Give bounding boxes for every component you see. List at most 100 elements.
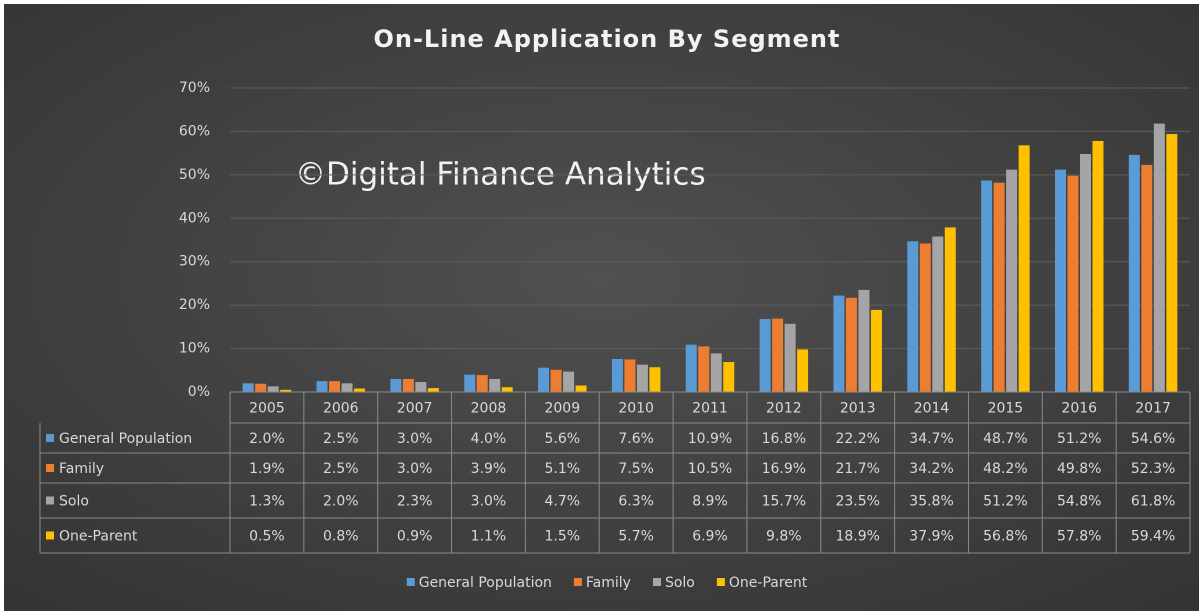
bar xyxy=(402,378,414,392)
bar xyxy=(611,358,623,392)
bar xyxy=(1153,123,1165,393)
bar xyxy=(710,353,722,392)
table-cell: 48.7% xyxy=(983,431,1027,447)
table-cell: 49.8% xyxy=(1057,461,1101,477)
legend-key xyxy=(652,578,661,586)
x-tick-label: 2006 xyxy=(323,401,359,417)
bar xyxy=(415,382,427,392)
bar xyxy=(636,364,648,392)
bar xyxy=(858,289,870,392)
table-cell: 16.9% xyxy=(762,461,806,477)
bar xyxy=(723,362,735,392)
bar xyxy=(981,180,993,392)
bar xyxy=(759,319,771,392)
x-tick-label: 2013 xyxy=(840,401,876,417)
table-cell: 15.7% xyxy=(762,494,806,510)
y-tick-label: 0% xyxy=(188,384,210,400)
table-cell: 48.2% xyxy=(983,461,1027,477)
x-tick-label: 2005 xyxy=(249,401,285,417)
bar xyxy=(464,374,476,392)
table-cell: 61.8% xyxy=(1131,494,1175,510)
bar xyxy=(341,383,353,392)
table-cell: 2.3% xyxy=(397,494,433,510)
bar xyxy=(280,389,292,392)
bar xyxy=(1141,164,1153,392)
table-cell: 0.8% xyxy=(323,529,359,545)
table-cell: 56.8% xyxy=(983,529,1027,545)
table-cell: 37.9% xyxy=(909,529,953,545)
table-cell: 3.0% xyxy=(397,461,433,477)
bar xyxy=(354,388,366,392)
y-tick-label: 60% xyxy=(179,123,210,139)
bar xyxy=(390,378,402,392)
x-tick-label: 2008 xyxy=(471,401,507,417)
table-cell: 34.2% xyxy=(909,461,953,477)
table-cell: 1.5% xyxy=(545,529,581,545)
bar xyxy=(1092,140,1104,392)
x-tick-label: 2012 xyxy=(766,401,802,417)
table-cell: 59.4% xyxy=(1131,529,1175,545)
bar xyxy=(624,359,636,392)
x-tick-label: 2015 xyxy=(988,401,1024,417)
table-cell: 35.8% xyxy=(909,494,953,510)
bar xyxy=(944,227,956,392)
bar xyxy=(329,381,341,392)
bar xyxy=(1166,134,1178,392)
table-cell: 4.7% xyxy=(545,494,581,510)
bar xyxy=(550,369,562,392)
table-cell: 1.3% xyxy=(249,494,285,510)
bar xyxy=(1018,145,1030,392)
bar xyxy=(501,387,513,392)
table-cell: 7.5% xyxy=(618,461,654,477)
chart-title: On-Line Application By Segment xyxy=(373,25,840,53)
table-cell: 23.5% xyxy=(835,494,879,510)
table-cell: 54.8% xyxy=(1057,494,1101,510)
bar xyxy=(685,344,697,392)
bar xyxy=(870,309,882,392)
table-cell: 6.3% xyxy=(618,494,654,510)
bar xyxy=(772,318,784,392)
legend-label: General Population xyxy=(419,575,552,591)
x-tick-label: 2017 xyxy=(1135,401,1171,417)
table-cell: 10.9% xyxy=(688,431,732,447)
table-cell: 6.9% xyxy=(692,529,728,545)
table-cell: 5.7% xyxy=(618,529,654,545)
bar xyxy=(907,241,919,392)
bar xyxy=(1054,169,1066,392)
table-cell: 5.6% xyxy=(545,431,581,447)
y-tick-label: 40% xyxy=(179,210,210,226)
bar xyxy=(242,383,254,392)
table-cell: 1.9% xyxy=(249,461,285,477)
table-cell: 5.1% xyxy=(545,461,581,477)
bar xyxy=(833,295,845,392)
table-cell: 21.7% xyxy=(835,461,879,477)
y-tick-label: 70% xyxy=(179,80,210,96)
bar xyxy=(427,388,439,392)
bar xyxy=(797,349,809,392)
bar xyxy=(489,378,501,392)
table-cell: 2.5% xyxy=(323,431,359,447)
table-cell: 18.9% xyxy=(835,529,879,545)
table-cell: 7.6% xyxy=(618,431,654,447)
table-cell: 3.0% xyxy=(397,431,433,447)
x-tick-label: 2010 xyxy=(618,401,654,417)
bar xyxy=(476,375,488,392)
table-legend-key xyxy=(46,434,54,442)
table-row-label: Solo xyxy=(59,494,89,510)
table-cell: 2.0% xyxy=(323,494,359,510)
table-cell: 2.0% xyxy=(249,431,285,447)
table-legend-key xyxy=(46,531,54,540)
legend-key xyxy=(406,578,415,586)
y-tick-label: 30% xyxy=(179,254,210,270)
table-cell: 3.0% xyxy=(471,494,507,510)
bar xyxy=(1079,154,1091,392)
table-cell: 51.2% xyxy=(1057,431,1101,447)
legend-label: Solo xyxy=(665,575,695,591)
bar xyxy=(993,182,1005,392)
x-tick-label: 2016 xyxy=(1061,401,1097,417)
table-cell: 54.6% xyxy=(1131,431,1175,447)
table-legend-key xyxy=(46,464,54,472)
y-tick-label: 50% xyxy=(179,167,210,183)
table-cell: 0.5% xyxy=(249,529,285,545)
